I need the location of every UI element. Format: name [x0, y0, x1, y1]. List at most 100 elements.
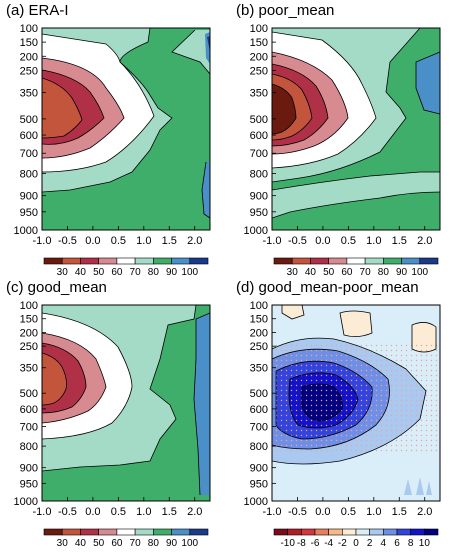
y-tick-label: 950 — [250, 478, 268, 490]
colorbar-label: 60 — [111, 538, 123, 549]
y-tick-label: 600 — [20, 404, 38, 416]
y-tick-label: 900 — [20, 463, 38, 475]
colorbar-label: 10 — [419, 538, 431, 549]
y-tick-label: 900 — [20, 191, 38, 203]
colorbar-label: 30 — [287, 267, 299, 278]
colorbar-swatch — [153, 257, 172, 265]
colorbar-swatch — [401, 257, 421, 265]
y-tick-label: 900 — [250, 463, 268, 475]
y-tick-label: 700 — [20, 422, 38, 434]
colorbar-swatch — [61, 257, 81, 265]
colorbar-swatch — [273, 257, 293, 265]
x-tick-label: 2.0 — [187, 235, 202, 247]
colorbar-label: 60 — [341, 267, 353, 278]
contour-fill-a — [42, 28, 210, 230]
y-tick-label: 1000 — [244, 225, 268, 237]
colorbar-label: -4 — [324, 538, 333, 549]
colorbar-swatch — [80, 528, 99, 536]
x-tick-label: 1.0 — [366, 235, 381, 247]
y-tick-label: 600 — [250, 130, 268, 142]
colorbar-swatch — [98, 257, 118, 265]
colorbar-label: -8 — [297, 538, 306, 549]
colorbar-humidity-b: 30 40 50 60 70 80 90 100 — [273, 257, 439, 278]
x-tick-label: 0.5 — [111, 506, 126, 518]
panel-title-c: (c) good_mean — [6, 279, 107, 296]
x-tick-label: 1.5 — [162, 235, 177, 247]
colorbar-label: 6 — [394, 538, 400, 549]
y-tick-label: 950 — [20, 207, 38, 219]
colorbar-label: 80 — [378, 267, 390, 278]
colorbar-label: 8 — [408, 538, 414, 549]
x-tick-label: -0.5 — [288, 235, 307, 247]
colorbar-label: 50 — [323, 267, 335, 278]
colorbar-swatch — [383, 528, 398, 536]
x-tick-label: 2.0 — [417, 235, 432, 247]
y-tick-label: 800 — [20, 441, 38, 453]
x-tick-label: 0.0 — [85, 235, 100, 247]
colorbar-swatch — [355, 528, 370, 536]
y-tick-label: 700 — [250, 148, 268, 160]
y-tick-label: 200 — [20, 327, 38, 339]
y-tick-label: 150 — [250, 314, 268, 326]
colorbar-swatch — [314, 528, 329, 536]
colorbar-swatch — [43, 528, 63, 536]
x-tick-label: 0.0 — [85, 506, 100, 518]
contour-plot-poor-mean: 100 150 200 250 350 500 600 700 800 900 950 1000 -1… — [244, 23, 441, 247]
colorbar-humidity-a: 30 40 50 60 70 80 90 100 — [43, 257, 209, 278]
colorbar-swatch — [346, 257, 366, 265]
y-tick-label: 150 — [20, 37, 38, 49]
colorbar-label: 80 — [148, 267, 160, 278]
colorbar-swatch — [396, 528, 411, 536]
x-tick-label: -1.0 — [263, 506, 282, 518]
colorbar-swatch — [98, 528, 118, 536]
y-tick-label: 100 — [20, 23, 38, 35]
x-tick-label: 1.5 — [392, 506, 407, 518]
colorbar-label: 70 — [130, 267, 142, 278]
x-tick-label: -1.0 — [33, 506, 52, 518]
y-tick-label: 600 — [20, 130, 38, 142]
colorbar-swatch — [419, 257, 439, 265]
colorbar-label: 4 — [381, 538, 387, 549]
x-tick-label: 1.0 — [366, 506, 381, 518]
contour-fill-b — [272, 28, 440, 230]
contour-plot-era-i: 100 150 200 250 350 500 600 700 800 900 950 1000 -1… — [14, 23, 211, 247]
y-tick-label: 1000 — [244, 496, 268, 508]
colorbar-label: 0 — [353, 538, 359, 549]
y-tick-label: 100 — [250, 23, 268, 35]
colorbar-label: 60 — [111, 267, 123, 278]
x-tick-label: 1.0 — [136, 235, 151, 247]
colorbar-humidity-c: 30 40 50 60 70 80 90 100 — [43, 528, 209, 549]
colorbar-swatch — [383, 257, 402, 265]
y-tick-label: 350 — [20, 88, 38, 100]
colorbar-label: 80 — [148, 538, 160, 549]
y-tick-label: 350 — [20, 363, 38, 375]
x-tick-label: 0.0 — [315, 235, 330, 247]
colorbar-swatch — [369, 528, 384, 536]
y-tick-label: 1000 — [14, 496, 38, 508]
colorbar-label: 70 — [360, 267, 372, 278]
y-tick-label: 950 — [20, 478, 38, 490]
colorbar-swatch — [310, 257, 329, 265]
colorbar-label: 70 — [130, 538, 142, 549]
y-tick-label: 200 — [20, 51, 38, 63]
colorbar-swatch — [189, 528, 209, 536]
colorbar-swatch — [116, 528, 136, 536]
colorbar-swatch — [153, 528, 172, 536]
colorbar-swatch — [273, 528, 288, 536]
y-tick-label: 700 — [20, 148, 38, 160]
colorbar-swatch — [328, 528, 343, 536]
colorbar-swatch — [61, 528, 81, 536]
colorbar-swatch — [364, 257, 384, 265]
y-tick-label: 1000 — [14, 225, 38, 237]
colorbar-label: -6 — [311, 538, 320, 549]
y-tick-label: 800 — [250, 168, 268, 180]
x-tick-label: 2.0 — [417, 506, 432, 518]
y-tick-label: 250 — [20, 65, 38, 77]
colorbar-label: 30 — [57, 538, 69, 549]
colorbar-label: 90 — [166, 538, 178, 549]
y-tick-label: 800 — [250, 441, 268, 453]
y-tick-label: 900 — [250, 191, 268, 203]
x-tick-label: 0.5 — [341, 235, 356, 247]
colorbar-label: 90 — [166, 267, 178, 278]
colorbar-swatch — [328, 257, 348, 265]
